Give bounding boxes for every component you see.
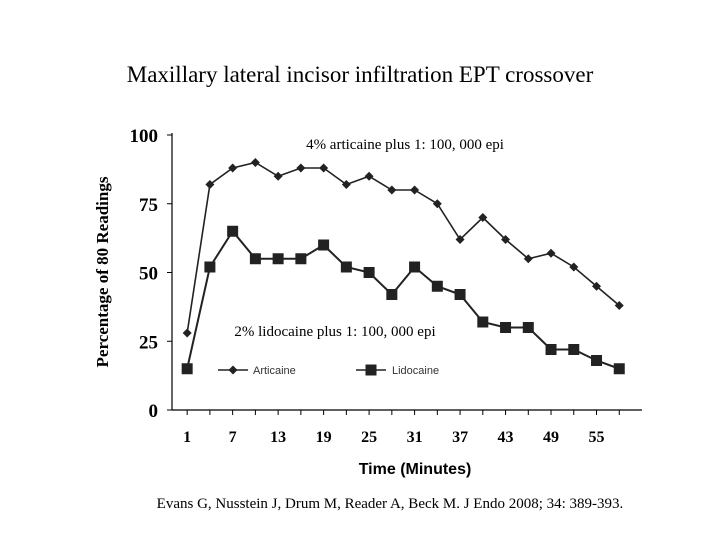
articaine-point	[205, 180, 215, 189]
lidocaine-point	[249, 253, 261, 265]
lidocaine-point	[431, 280, 443, 292]
legend-lidocaine-label: Lidocaine	[392, 365, 439, 377]
lidocaine-point	[181, 363, 193, 375]
chart-legend: Articaine Lidocaine	[218, 364, 439, 377]
legend-lidocaine-marker	[365, 364, 377, 376]
x-tick-label: 49	[543, 429, 559, 446]
lidocaine-point	[318, 239, 330, 251]
articaine-point	[228, 163, 238, 173]
lidocaine-point	[227, 225, 239, 237]
legend-articaine-label: Articaine	[253, 365, 296, 377]
lidocaine-point	[204, 261, 216, 273]
articaine-point	[478, 213, 488, 222]
lidocaine-point	[477, 316, 489, 328]
articaine-point	[273, 171, 283, 181]
y-tick-label: 100	[130, 126, 159, 147]
lidocaine-annotation: 2% lidocaine plus 1: 100, 000 epi	[234, 324, 435, 340]
x-axis-label: Time (Minutes)	[359, 461, 472, 478]
lidocaine-point	[386, 289, 398, 300]
articaine-point	[523, 254, 533, 264]
x-tick-label: 7	[229, 429, 237, 446]
articaine-point	[592, 281, 602, 291]
lidocaine-point	[409, 261, 421, 273]
lidocaine-point	[613, 363, 625, 375]
articaine-point	[614, 301, 624, 310]
lidocaine-point	[568, 344, 580, 355]
articaine-point	[387, 185, 397, 195]
lidocaine-point	[500, 322, 512, 333]
articaine-annotation: 4% articaine plus 1: 100, 000 epi	[306, 137, 504, 153]
y-axis-label: Percentage of 80 Readings	[93, 176, 112, 367]
lidocaine-point	[454, 289, 466, 300]
articaine-point	[341, 180, 351, 189]
x-tick-label: 13	[270, 429, 286, 446]
x-tick-label: 31	[407, 429, 423, 446]
y-tick-label: 50	[139, 264, 158, 285]
articaine-point	[546, 248, 556, 258]
articaine-point	[455, 235, 465, 244]
lidocaine-point	[522, 322, 534, 333]
x-tick-label: 1	[183, 429, 191, 446]
x-tick-label: 19	[316, 429, 332, 446]
lidocaine-point	[272, 253, 284, 265]
x-tick-label: 43	[498, 429, 514, 446]
lidocaine-annotation-background	[231, 323, 439, 341]
slide-title: Maxillary lateral incisor infiltration E…	[126, 62, 594, 87]
articaine-point	[364, 171, 374, 181]
series-articaine	[182, 158, 624, 338]
articaine-point	[432, 199, 442, 209]
legend-articaine-marker	[228, 365, 238, 375]
y-tick-label: 0	[149, 401, 159, 422]
citation: Evans G, Nusstein J, Drum M, Reader A, B…	[156, 496, 624, 512]
articaine-point	[319, 163, 329, 173]
lidocaine-point	[545, 344, 557, 355]
chart-annotations: 4% articaine plus 1: 100, 000 epi 2% lido…	[231, 137, 504, 341]
articaine-point	[410, 185, 420, 195]
articaine-line	[186, 161, 620, 334]
articaine-point	[569, 262, 579, 272]
legend-articaine: Articaine	[218, 365, 296, 377]
lidocaine-point	[591, 355, 603, 366]
chart-series	[181, 158, 625, 375]
x-tick-label: 25	[361, 429, 377, 446]
y-tick-label: 25	[139, 332, 158, 353]
lidocaine-point	[340, 261, 352, 273]
articaine-point	[182, 328, 192, 338]
chart-axes: 0 25 50 75 100 1 7 13 19 25 31 37 43 49 55 Time (Minute…	[93, 126, 642, 478]
articaine-point	[296, 163, 306, 173]
lidocaine-point	[363, 267, 375, 278]
lidocaine-point	[295, 253, 307, 265]
articaine-point	[250, 158, 260, 167]
x-tick-label: 55	[589, 429, 605, 446]
legend-lidocaine: Lidocaine	[356, 364, 439, 377]
x-tick-label: 37	[452, 429, 468, 446]
articaine-point	[501, 235, 511, 244]
series-lidocaine	[181, 225, 625, 375]
y-tick-label: 75	[139, 195, 158, 216]
